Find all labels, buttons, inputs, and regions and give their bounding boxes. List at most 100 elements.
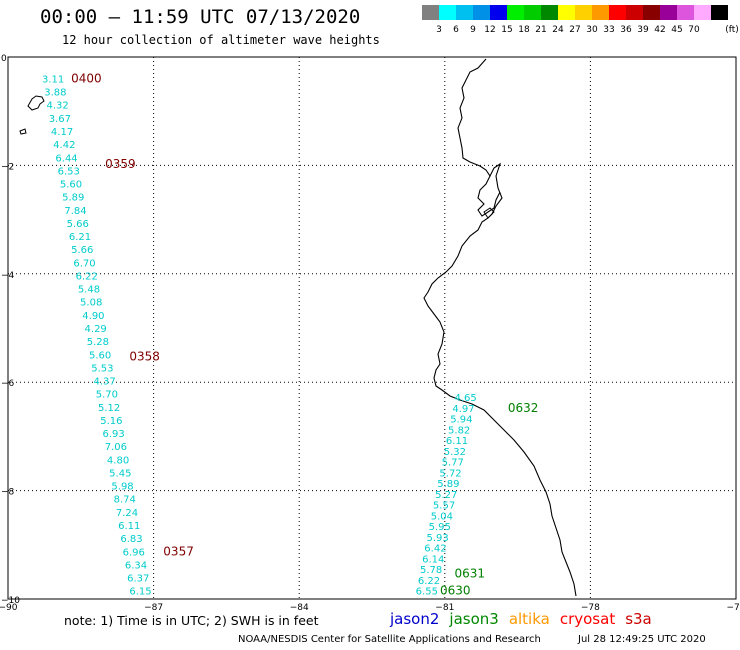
time-label: 0359 xyxy=(105,157,136,171)
swh-value: 5.95 xyxy=(429,522,451,533)
axis-ticks: −90 −87 −84 −81 −78 −75 0 −2 −4 −6 −8 −10 xyxy=(0,54,740,613)
legend-unit: (ft) xyxy=(725,25,739,35)
legend-label: 42 xyxy=(654,25,666,35)
island-puna xyxy=(483,207,495,219)
time-label: 0400 xyxy=(71,71,102,85)
time-label: 0630 xyxy=(440,584,471,598)
swh-value: 6.42 xyxy=(424,544,446,555)
swh-value: 5.70 xyxy=(96,390,118,401)
swh-value: 3.11 xyxy=(42,74,64,85)
island-floreana xyxy=(19,128,27,135)
legend-swatch xyxy=(558,5,575,20)
lon-tick-label: −81 xyxy=(435,603,454,613)
swh-value: 5.60 xyxy=(60,180,82,191)
legend-swatch xyxy=(490,5,507,20)
coastline-gulf-guayaquil xyxy=(477,175,501,217)
time-label: 0631 xyxy=(455,566,486,580)
swh-value: 5.82 xyxy=(448,425,470,436)
swh-value: 6.37 xyxy=(127,574,149,585)
swh-value: 5.77 xyxy=(442,458,464,469)
lat-tick-label: −4 xyxy=(1,271,15,281)
swh-value: 5.28 xyxy=(87,337,109,348)
lat-tick-label: −2 xyxy=(1,162,14,172)
swh-value: 5.89 xyxy=(62,193,84,204)
swh-value: 5.66 xyxy=(71,245,93,256)
note-text: note: 1) Time is in UTC; 2) SWH is in fe… xyxy=(64,613,319,628)
swh-value: 5.78 xyxy=(420,565,442,576)
swh-value: 5.94 xyxy=(450,415,472,426)
swh-value: 5.93 xyxy=(426,533,448,544)
satellite-altika: altika xyxy=(508,610,550,628)
legend-label: 21 xyxy=(535,25,547,35)
swh-value: 6.96 xyxy=(123,547,145,558)
swh-value: 5.45 xyxy=(109,468,131,479)
swh-value: 6.44 xyxy=(55,153,77,164)
satellite-jason3: jason3 xyxy=(449,610,499,628)
legend-swatch xyxy=(694,5,711,20)
swh-value: 4.17 xyxy=(51,127,73,138)
lat-tick-label: 0 xyxy=(1,54,7,64)
legend-label: 24 xyxy=(552,25,564,35)
legend-swatch xyxy=(643,5,660,20)
swh-value: 5.57 xyxy=(433,501,455,512)
legend-swatch xyxy=(626,5,643,20)
swh-value: 5.04 xyxy=(431,511,453,522)
swh-value: 5.60 xyxy=(89,350,111,361)
island-isabela xyxy=(27,95,45,111)
swh-value: 6.93 xyxy=(102,429,124,440)
swh-value: 4.29 xyxy=(85,324,107,335)
swh-value: 6.22 xyxy=(418,576,440,587)
legend-label: 9 xyxy=(470,25,476,35)
legend-label: 12 xyxy=(484,25,496,35)
swh-value: 6.70 xyxy=(73,258,95,269)
altimeter-tracks: 3.11 3.88 4.32 3.67 4.17 4.42 6.44 6.53 5.60 5.89… xyxy=(42,71,538,597)
coastline xyxy=(19,58,577,597)
time-label: 0632 xyxy=(508,401,539,415)
swh-value: 6.11 xyxy=(446,436,468,447)
swh-value: 6.53 xyxy=(58,166,80,177)
swh-value: 6.83 xyxy=(120,534,142,545)
chart-subtitle: 12 hour collection of altimeter wave hei… xyxy=(62,33,380,47)
swh-value: 5.48 xyxy=(78,285,100,296)
legend-swatch xyxy=(473,5,490,20)
lat-tick-label: −8 xyxy=(1,488,15,498)
lon-tick-label: −75 xyxy=(727,603,740,613)
legend-label: 70 xyxy=(688,25,700,35)
swh-value: 4.97 xyxy=(452,404,474,415)
time-label: 0358 xyxy=(129,350,160,364)
swh-value: 7.06 xyxy=(105,442,127,453)
swh-value: 4.90 xyxy=(82,311,104,322)
swh-value: 5.98 xyxy=(111,482,133,493)
swh-value: 5.32 xyxy=(444,447,466,458)
swh-value: 6.11 xyxy=(118,521,140,532)
legend-swatch xyxy=(711,5,728,20)
legend-swatch xyxy=(541,5,558,20)
swh-value: 4.80 xyxy=(107,455,129,466)
swh-value: 4.37 xyxy=(93,377,115,388)
swh-value: 4.65 xyxy=(455,393,477,404)
swh-value: 6.15 xyxy=(129,587,151,598)
footer-credit: NOAA/NESDIS Center for Satellite Applica… xyxy=(238,634,541,645)
lat-tick-label: −10 xyxy=(1,596,20,606)
swh-value: 6.55 xyxy=(416,587,438,598)
swh-value: 5.16 xyxy=(100,416,122,427)
swh-value: 5.53 xyxy=(91,363,113,374)
generation-timestamp: Jul 28 12:49:25 UTC 2020 xyxy=(578,634,706,645)
swh-value: 5.66 xyxy=(67,219,89,230)
legend-swatch xyxy=(507,5,524,20)
legend-label: 18 xyxy=(518,25,530,35)
swh-value: 4.32 xyxy=(46,101,68,112)
legend-swatch xyxy=(609,5,626,20)
legend-label: 3 xyxy=(436,25,442,35)
legend-label: 36 xyxy=(620,25,632,35)
satellite-jason2: jason2 xyxy=(390,610,440,628)
legend-label: 33 xyxy=(603,25,615,35)
map-frame xyxy=(7,56,737,600)
legend-swatch xyxy=(439,5,456,20)
swh-value: 5.12 xyxy=(98,403,120,414)
legend-swatch xyxy=(575,5,592,20)
swh-value: 5.72 xyxy=(439,468,461,479)
legend-label: 15 xyxy=(501,25,513,35)
legend-swatch xyxy=(660,5,677,20)
